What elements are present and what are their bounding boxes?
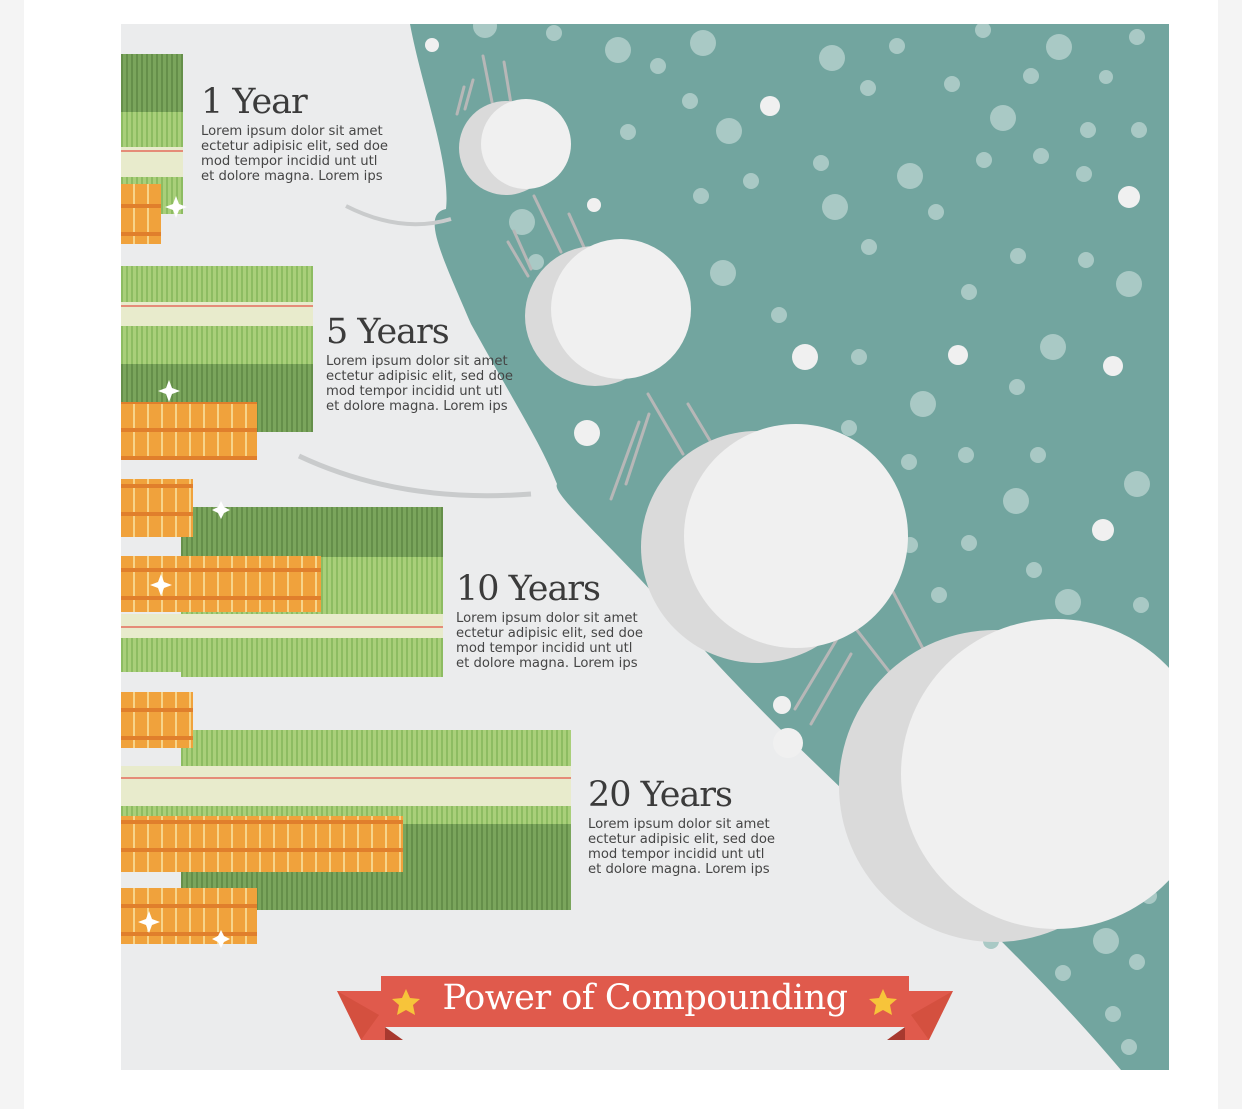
money-stack-icon <box>121 479 443 677</box>
snowball-icon <box>459 99 571 195</box>
ribbon-banner <box>337 976 953 1040</box>
money-stack-icon <box>121 692 571 944</box>
stage-10-years: 10 Years Lorem ipsum dolor sit amet ecte… <box>456 569 643 671</box>
sparkle-icon <box>138 196 230 948</box>
star-icon <box>869 989 897 1015</box>
money-stack-icon <box>121 54 183 244</box>
stage-description: Lorem ipsum dolor sit amet ectetur adipi… <box>326 354 514 414</box>
snowball-icon <box>641 424 908 663</box>
stage-5-years: 5 Years Lorem ipsum dolor sit amet ectet… <box>326 312 513 414</box>
snow-dots <box>425 24 1157 1055</box>
page: 1 Year Lorem ipsum dolor sit amet ectetu… <box>24 0 1218 1109</box>
infographic-art <box>121 24 1169 1070</box>
stage-title: 10 Years <box>456 569 601 609</box>
stage-1-year: 1 Year Lorem ipsum dolor sit amet ectetu… <box>201 82 388 184</box>
stage-description: Lorem ipsum dolor sit amet ectetur adipi… <box>588 817 776 877</box>
stage-title: 1 Year <box>201 82 308 122</box>
banner-title: Power of Compounding <box>442 978 848 1018</box>
snowball-icon <box>839 619 1169 942</box>
stage-description: Lorem ipsum dolor sit amet ectetur adipi… <box>456 611 644 671</box>
money-stack-icon <box>121 266 313 460</box>
stage-title: 20 Years <box>588 775 733 815</box>
compounding-infographic: 1 Year Lorem ipsum dolor sit amet ectetu… <box>121 24 1169 1070</box>
stage-description: Lorem ipsum dolor sit amet ectetur adipi… <box>201 124 389 184</box>
snowball-icon <box>525 239 691 386</box>
stage-title: 5 Years <box>326 312 450 352</box>
star-icon <box>392 989 420 1015</box>
stage-20-years: 20 Years Lorem ipsum dolor sit amet ecte… <box>588 775 775 877</box>
